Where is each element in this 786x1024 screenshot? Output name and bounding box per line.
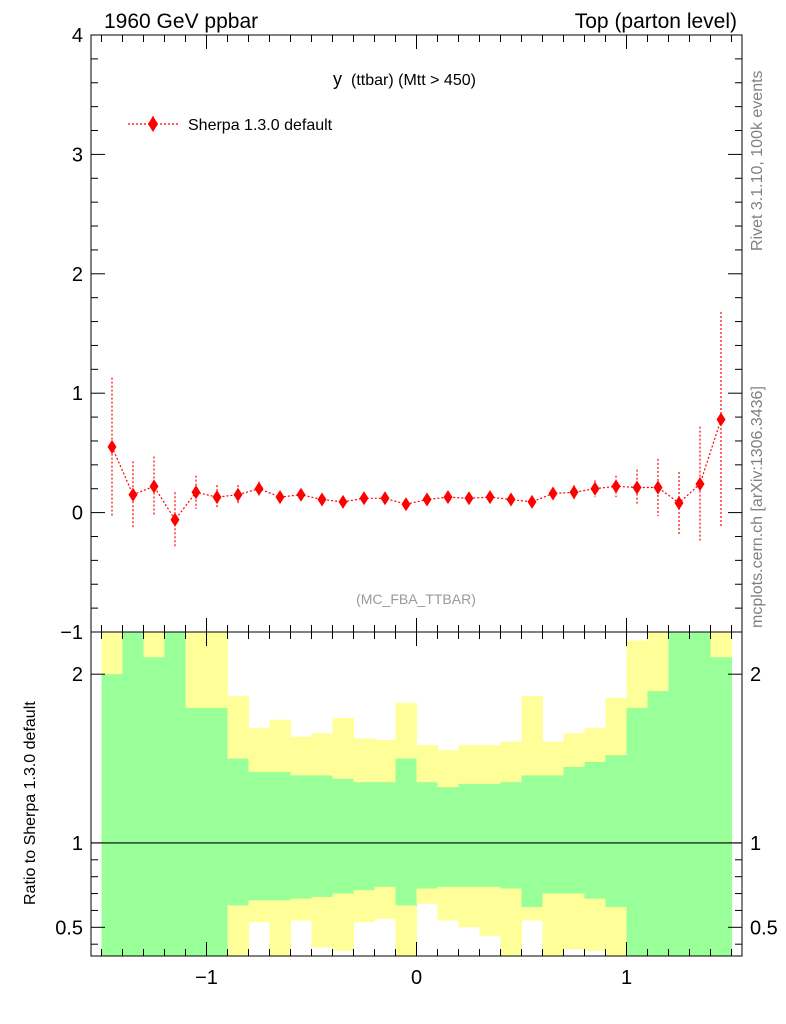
ratio-band-1sigma-bin <box>290 775 312 899</box>
main-panel-content <box>107 312 726 548</box>
ratio-band-1sigma-bin <box>101 674 123 956</box>
data-point <box>317 492 327 507</box>
data-point <box>590 481 600 496</box>
ratio-band-1sigma-bin <box>605 755 627 908</box>
y-tick-label: 3 <box>72 144 83 166</box>
x-tick-label: −1 <box>195 967 218 989</box>
ratio-band-1sigma-bin <box>185 707 207 956</box>
data-point <box>632 480 642 495</box>
main-axis-ticks: −1 0 1 2 3 4 −1 0 1 <box>60 25 742 989</box>
ratio-bands <box>91 632 742 956</box>
data-point <box>401 497 411 512</box>
data-point <box>191 485 201 500</box>
data-point <box>674 496 684 511</box>
ratio-band-1sigma-bin <box>584 761 606 899</box>
data-point <box>149 479 159 494</box>
ratio-band-1sigma-bin <box>689 632 711 956</box>
ratio-band-1sigma-bin <box>164 632 186 956</box>
data-point <box>296 487 306 502</box>
ratio-band-1sigma-bin <box>416 782 438 889</box>
series-connecting-line <box>111 419 722 521</box>
ratio-band-1sigma-bin <box>227 758 249 906</box>
data-point <box>611 479 621 494</box>
ratio-axis-ticks: 0.5 0.5 1 1 2 2 <box>55 664 778 945</box>
ratio-band-1sigma-bin <box>500 782 522 889</box>
legend-marker <box>148 116 158 132</box>
data-point <box>233 487 243 502</box>
ratio-band-1sigma-bin <box>143 657 165 956</box>
data-point <box>170 512 180 527</box>
rivet-label: Rivet 3.1.10, 100k events <box>749 70 766 251</box>
y-tick-label: 0 <box>72 503 83 525</box>
ratio-band-1sigma-bin <box>521 775 543 908</box>
data-point <box>485 490 495 505</box>
data-point <box>653 480 663 495</box>
ratio-band-1sigma-bin <box>710 657 732 956</box>
data-point <box>422 492 432 507</box>
data-point <box>338 494 348 509</box>
plot-title-main: y <box>333 69 342 89</box>
data-point <box>527 494 537 509</box>
ratio-y-tick-label: 2 <box>72 664 83 686</box>
x-tick-label: 1 <box>621 967 632 989</box>
ratio-band-1sigma-bin <box>332 778 354 894</box>
ratio-band-1sigma-bin <box>353 782 375 891</box>
ratio-band-1sigma-bin <box>437 787 459 887</box>
ratio-y-tick-label: 0.5 <box>55 917 83 939</box>
y-tick-label: −1 <box>60 622 83 644</box>
process-title: Top (parton level) <box>575 10 737 33</box>
data-point <box>128 487 138 502</box>
data-point <box>695 476 705 491</box>
collision-title: 1960 GeV ppbar <box>104 10 258 33</box>
ratio-band-1sigma-bin <box>206 707 228 956</box>
data-point <box>443 490 453 505</box>
ratio-band-1sigma-bin <box>626 707 648 956</box>
ratio-band-1sigma-bin <box>269 772 291 901</box>
ratio-y-tick-label-right: 0.5 <box>750 917 778 939</box>
data-point <box>254 481 264 496</box>
ratio-y-tick-label-right: 1 <box>750 833 761 855</box>
ratio-band-1sigma-bin <box>647 691 669 956</box>
mcplots-label: mcplots.cern.ch [arXiv:1306.3436] <box>749 386 766 628</box>
ratio-band-1sigma-bin <box>479 783 501 887</box>
data-point <box>464 491 474 506</box>
y-tick-label: 2 <box>72 264 83 286</box>
data-point <box>107 439 117 454</box>
legend-label: Sherpa 1.3.0 default <box>188 117 333 134</box>
data-point <box>275 490 285 505</box>
ratio-band-1sigma-bin <box>458 783 480 887</box>
data-point <box>212 490 222 505</box>
ratio-band-1sigma-bin <box>395 758 417 906</box>
ratio-y-tick-label-right: 2 <box>750 664 761 686</box>
y-tick-label: 1 <box>72 383 83 405</box>
data-point <box>716 412 726 427</box>
ratio-band-1sigma-bin <box>668 632 690 956</box>
x-tick-label: 0 <box>411 967 422 989</box>
ratio-band-1sigma-bin <box>122 632 144 956</box>
plot-title: y (ttbar) (Mtt > 450) <box>333 69 476 89</box>
data-point <box>380 491 390 506</box>
data-point <box>359 491 369 506</box>
ratio-ylabel: Ratio to Sherpa 1.3.0 default <box>22 701 39 905</box>
ratio-band-1sigma-bin <box>563 767 585 894</box>
ratio-band-1sigma-bin <box>311 775 333 897</box>
legend: Sherpa 1.3.0 default <box>128 116 333 134</box>
ratio-y-tick-label: 1 <box>72 833 83 855</box>
plot-title-sub: (ttbar) (Mtt > 450) <box>351 72 476 89</box>
ratio-band-1sigma-bin <box>374 782 396 887</box>
data-point <box>548 486 558 501</box>
y-tick-label: 4 <box>72 25 83 47</box>
ratio-band-1sigma-bin <box>542 775 564 894</box>
data-point <box>569 485 579 500</box>
data-point <box>506 492 516 507</box>
analysis-label: (MC_FBA_TTBAR) <box>356 591 476 607</box>
ratio-band-1sigma-bin <box>248 772 270 901</box>
